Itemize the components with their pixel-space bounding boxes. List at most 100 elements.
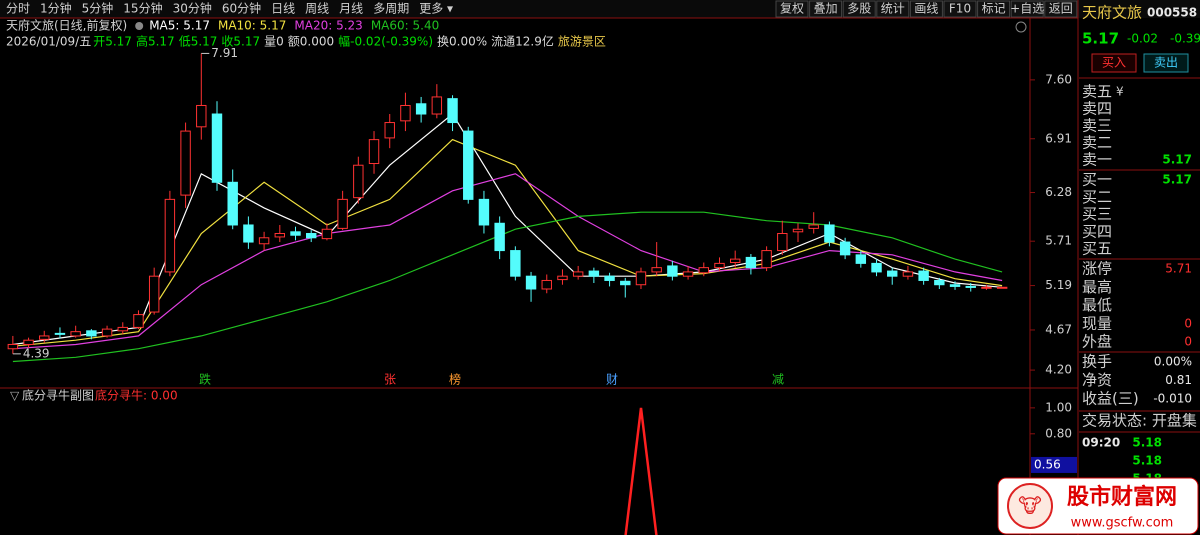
candle-body (761, 250, 772, 269)
trade-time: 09:20 (1082, 436, 1120, 450)
candle-body (651, 267, 662, 273)
ma-line (12, 138, 1003, 347)
sub-chart-legend: 底分寻牛: 0.00 (95, 388, 178, 403)
info-detail: 收5.17 (221, 35, 260, 49)
candle-body (792, 228, 804, 233)
candle-body (839, 241, 851, 256)
candle-body (290, 231, 301, 236)
period-tab[interactable]: 月线 (339, 2, 363, 16)
candle-body (227, 181, 238, 226)
y-tick-label: 5.71 (1045, 234, 1072, 248)
candle-body (23, 339, 34, 345)
event-label: 减 (772, 373, 784, 387)
event-label: 榜 (449, 372, 461, 387)
candle-body (478, 198, 490, 226)
candle-body (510, 250, 521, 277)
candle-body (243, 224, 254, 243)
candle-body (588, 270, 600, 277)
candle-body (39, 335, 50, 340)
row-label: 买五 (1082, 240, 1112, 258)
info-detail: 量0 (264, 35, 284, 49)
tool-button-label[interactable]: 多股 (847, 2, 871, 16)
period-tab[interactable]: 5分钟 (82, 1, 114, 16)
candle-body (463, 130, 474, 200)
tool-button[interactable] (876, 0, 910, 18)
watermark-logo (1007, 483, 1053, 529)
trade-price: 5.18 (1132, 454, 1162, 468)
period-tab[interactable]: 日线 (271, 2, 295, 16)
candle-body (70, 331, 81, 337)
period-tab[interactable]: 15分钟 (123, 1, 162, 16)
candle-body (541, 279, 552, 290)
sell-button-label[interactable]: 卖出 (1154, 56, 1178, 70)
watermark-url: www.gscfw.com (1071, 516, 1174, 531)
tool-button-label[interactable]: 复权 (780, 2, 804, 16)
period-tab[interactable]: 60分钟 (222, 1, 261, 16)
tool-button-label[interactable]: +自选 (1010, 2, 1044, 16)
row-label: 净资 (1082, 371, 1112, 389)
row-label: 卖二 (1082, 134, 1112, 152)
candle-body (337, 198, 348, 229)
tool-button-label[interactable]: 画线 (914, 2, 938, 16)
tool-button[interactable] (1010, 0, 1044, 18)
sell-button[interactable] (1143, 53, 1189, 73)
tool-button[interactable] (943, 0, 977, 18)
buy-button-label[interactable]: 买入 (1102, 56, 1126, 70)
annotation-label: 4.39 (23, 346, 50, 360)
stock-code: 000558 (1147, 6, 1197, 20)
candle-body (682, 271, 694, 277)
period-tab[interactable]: 周线 (305, 2, 329, 16)
candle-body (7, 343, 19, 350)
cursor-label: 0.56 (1034, 457, 1061, 471)
row-price: 5.17 (1162, 173, 1192, 187)
candle-body (258, 237, 270, 245)
settings-icon[interactable] (1015, 21, 1027, 33)
candle-body (981, 286, 992, 289)
candle-body (274, 233, 286, 238)
candle-body (54, 332, 66, 335)
row-label: 卖一 (1082, 151, 1112, 169)
info-detail: 流通12.9亿 (491, 34, 554, 49)
collapse-icon[interactable]: ▽ (10, 389, 20, 403)
period-tab[interactable]: 更多 ▾ (419, 2, 453, 16)
tool-button-label[interactable]: 叠加 (814, 2, 838, 16)
candle-body (714, 262, 725, 269)
row-value: 0.81 (1165, 373, 1192, 387)
candle-body (777, 233, 788, 252)
row-label: 换手 (1082, 353, 1112, 371)
row-value: 0 (1184, 316, 1192, 330)
tool-button[interactable] (809, 0, 843, 18)
change: -0.02 (1127, 32, 1158, 46)
period-tab[interactable]: 多周期 (373, 2, 409, 16)
sub-chart-title: 底分寻牛副图 (22, 388, 94, 403)
tool-button[interactable] (775, 0, 809, 18)
event-label: 跌 (199, 372, 211, 387)
tool-button[interactable] (909, 0, 943, 18)
trade-price: 5.18 (1132, 436, 1162, 450)
change-pct: -0.39 (1170, 32, 1200, 46)
period-tab[interactable]: 分时 (6, 2, 30, 16)
candle-body (871, 262, 882, 273)
legend-label: MA60: 5.40 (371, 19, 439, 33)
tool-button[interactable] (842, 0, 876, 18)
row-value: -0.010 (1153, 392, 1192, 406)
tool-button-label[interactable]: 返回 (1049, 2, 1073, 16)
row-label: 收益(三) (1082, 390, 1139, 408)
info-detail: 额0.000 (288, 35, 334, 49)
tool-button[interactable] (977, 0, 1011, 18)
buy-button[interactable] (1091, 53, 1137, 73)
row-value: 5.71 (1165, 262, 1192, 276)
price: 5.17 (1082, 30, 1119, 48)
y-tick-label: 4.20 (1045, 363, 1072, 377)
main-plot (7, 53, 1008, 363)
tool-button-label[interactable]: F10 (949, 2, 971, 16)
tool-button-label[interactable]: 统计 (881, 2, 905, 16)
period-tab[interactable]: 30分钟 (173, 1, 212, 16)
candle-body (855, 254, 867, 264)
tool-button-label[interactable]: 标记 (982, 2, 1006, 16)
tool-button[interactable] (1044, 0, 1078, 18)
candle-body (745, 256, 757, 269)
candle-body (101, 328, 113, 337)
period-tab[interactable]: 1分钟 (40, 1, 72, 16)
